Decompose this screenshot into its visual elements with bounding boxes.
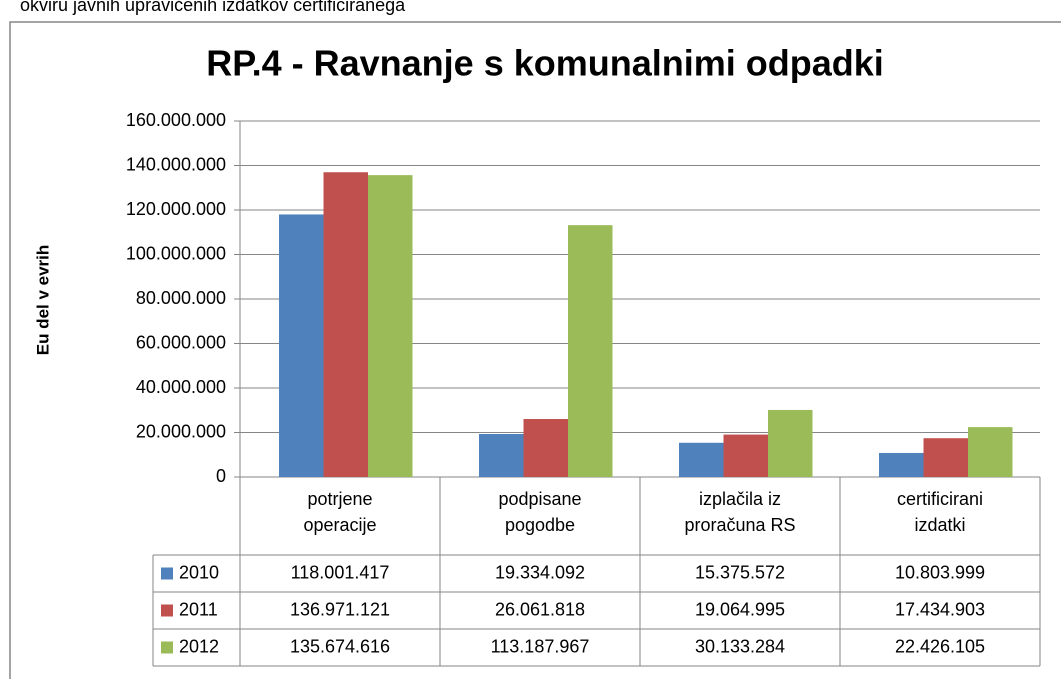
bar [479, 433, 524, 477]
table-value: 118.001.417 [291, 562, 390, 582]
y-tick-label: 20.000.000 [136, 421, 226, 441]
y-tick-label: 160.000.000 [126, 110, 226, 130]
bar [323, 172, 368, 477]
legend-swatch [161, 604, 173, 617]
y-tick-label: 80.000.000 [136, 288, 226, 308]
y-tick-label: 0 [216, 466, 226, 486]
bar [368, 175, 413, 478]
legend-swatch [161, 641, 173, 654]
y-tick-label: 40.000.000 [136, 377, 226, 397]
chart-border [9, 21, 1061, 679]
table-value: 113.187.967 [491, 636, 590, 656]
bar [568, 225, 613, 477]
caption: okviru javnih upravičenih izdatkov certi… [20, 0, 406, 15]
table-value: 22.426.105 [895, 636, 985, 656]
bar [679, 442, 724, 477]
x-tick-label: podpisane pogodbe [498, 489, 582, 535]
table-value: 15.375.572 [695, 562, 785, 582]
bar [723, 434, 768, 477]
y-tick-label: 140.000.000 [126, 154, 226, 174]
legend-swatch [161, 567, 173, 580]
y-tick-label: 60.000.000 [136, 332, 226, 352]
table-value: 19.064.995 [695, 599, 785, 619]
x-tick-label: izplačila iz proračuna RS [684, 489, 796, 535]
legend-label: 2010 [179, 562, 219, 582]
legend-label: 2011 [179, 599, 218, 619]
chart-title: RP.4 - Ravnanje s komunalnimi odpadki [206, 43, 884, 84]
bar [523, 419, 568, 477]
bar [923, 438, 968, 477]
table-value: 10.803.999 [895, 562, 985, 582]
bar [768, 409, 813, 477]
table-value: 30.133.284 [695, 636, 785, 656]
y-tick-label: 100.000.000 [126, 243, 226, 263]
y-axis-label: Eu del v evrih [33, 245, 52, 356]
x-tick-label: potrjene operacije [303, 489, 377, 535]
bar [879, 452, 924, 477]
table-value: 136.971.121 [290, 599, 390, 619]
table-value: 26.061.818 [495, 599, 585, 619]
bar [968, 427, 1013, 477]
bar [279, 214, 324, 478]
table-value: 19.334.092 [495, 562, 585, 582]
y-tick-label: 120.000.000 [126, 199, 226, 219]
x-tick-label: certificirani izdatki [896, 489, 984, 535]
legend-label: 2012 [179, 636, 219, 656]
table-value: 17.434.903 [895, 599, 985, 619]
table-value: 135.674.616 [290, 636, 390, 656]
